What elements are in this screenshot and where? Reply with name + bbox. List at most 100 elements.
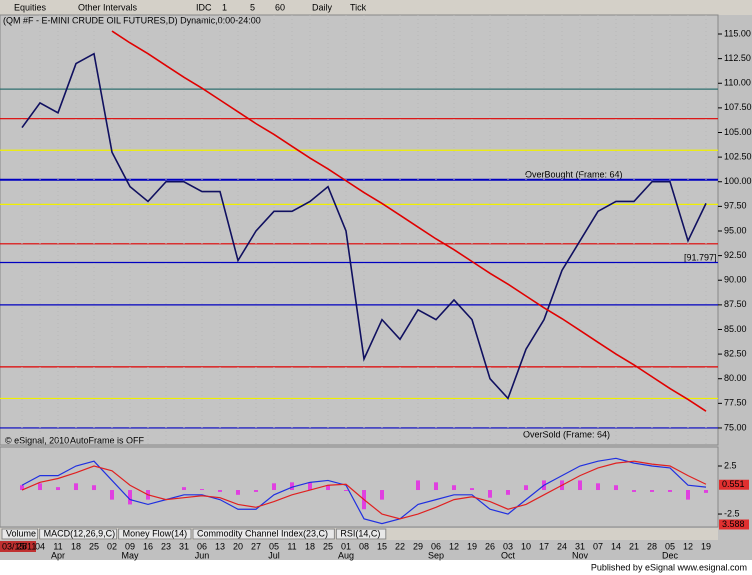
tab-label[interactable]: Commodity Channel Index(23,C) [197, 528, 328, 538]
x-tick-label: 28 [647, 541, 657, 551]
month-label: Jul [268, 550, 280, 560]
x-tick-label: 13 [215, 541, 225, 551]
tab-label[interactable]: MACD(12,26,9,C) [44, 528, 116, 538]
x-tick-label: 12 [683, 541, 693, 551]
histogram-bar [56, 487, 60, 491]
x-tick-label: 07 [593, 541, 603, 551]
price-line [21, 52, 707, 400]
histogram-bar [92, 485, 96, 491]
tab[interactable] [118, 528, 192, 540]
tab-label[interactable]: Volume [6, 528, 36, 538]
toolbar-button[interactable]: IDC [196, 2, 212, 12]
x-tick-label: 31 [575, 541, 585, 551]
x-tick-label: 31 [179, 541, 189, 551]
toolbar-button[interactable]: 5 [250, 2, 255, 12]
tab[interactable] [39, 528, 118, 540]
x-tick-label: 06 [197, 541, 207, 551]
y-tick-label: 115.00 [724, 28, 751, 38]
tab-label[interactable]: Money Flow(14) [123, 528, 188, 538]
tab[interactable] [1, 528, 39, 540]
x-tick-label: 19 [467, 541, 477, 551]
x-tick-label: 01 [341, 541, 351, 551]
histogram-bar [470, 488, 474, 491]
month-label: May [121, 550, 139, 560]
histogram-bar [488, 490, 492, 498]
x-tick-label: 24 [557, 541, 567, 551]
x-tick-label: 06 [431, 541, 441, 551]
x-tick-label: 25 [89, 541, 99, 551]
month-label: Oct [501, 550, 516, 560]
histogram-bar [434, 482, 438, 491]
x-tick-label: 18 [305, 541, 315, 551]
histogram-bar [254, 490, 258, 492]
start-date-box [0, 541, 36, 552]
histogram-bar [308, 482, 312, 491]
month-label: Aug [338, 550, 354, 560]
x-tick-label: 05 [269, 541, 279, 551]
autoframe-label: AutoFrame is OFF [70, 435, 145, 445]
toolbar-button[interactable]: 60 [275, 2, 285, 12]
histogram-bar [74, 483, 78, 491]
histogram-bar [290, 482, 294, 491]
histogram-bar [218, 490, 222, 492]
x-tick-label: 16 [143, 541, 153, 551]
x-tick-label: 08 [359, 541, 369, 551]
x-tick-label: 11 [287, 541, 296, 551]
histogram-bar [632, 490, 636, 492]
toolbar-button[interactable]: Other Intervals [78, 2, 138, 12]
month-label: Nov [572, 550, 589, 560]
signal-line [21, 460, 707, 520]
y-tick-label: 90.00 [724, 275, 747, 285]
copyright: © eSignal, 2010 [5, 435, 69, 445]
y-tick-label: 92.50 [724, 250, 747, 260]
tab[interactable] [192, 528, 335, 540]
x-tick-label: 02 [107, 541, 117, 551]
footer: Published by eSignal www.esignal.com [591, 562, 747, 572]
y-tick-label: 110.00 [724, 78, 751, 88]
x-tick-label: 27 [251, 541, 261, 551]
oversold-label: OverSold (Frame: 64) [523, 429, 610, 439]
month-label: Dec [662, 550, 679, 560]
y-tick-label: 97.50 [724, 201, 747, 211]
toolbar-button[interactable]: Equities [14, 2, 47, 12]
histogram-bar [686, 490, 690, 500]
tab-label[interactable]: RSI(14,C) [340, 528, 380, 538]
x-tick-label: 03 [503, 541, 513, 551]
x-tick-label: 21 [629, 541, 639, 551]
macd-line [21, 457, 707, 525]
histogram-bar [704, 490, 708, 493]
tab[interactable] [335, 528, 387, 540]
histogram-bar [416, 480, 420, 491]
month-label: Apr [51, 550, 65, 560]
histogram-bar [200, 489, 204, 491]
y-tick-label: 85.00 [724, 324, 747, 334]
toolbar-button[interactable]: Tick [350, 2, 367, 12]
x-tick-label: 09 [125, 541, 135, 551]
toolbar-button[interactable]: Daily [312, 2, 333, 12]
y-tick-label: 87.50 [724, 299, 747, 309]
histogram-bar [596, 483, 600, 491]
y-tick-label: -2.5 [724, 508, 740, 518]
x-tick-label: 12 [449, 541, 459, 551]
y-tick-label: 75.00 [724, 422, 747, 432]
y-tick-label: 100.00 [724, 176, 752, 186]
toolbar [0, 0, 752, 15]
month-label: Jun [195, 550, 210, 560]
x-tick-label: 22 [395, 541, 405, 551]
x-tick-label: 15 [377, 541, 387, 551]
price-panel [0, 14, 719, 446]
x-tick-label: 20 [233, 541, 243, 551]
value-box [719, 519, 749, 530]
histogram-bar [110, 490, 114, 500]
x-tick-label: 26 [485, 541, 495, 551]
histogram-bar [38, 483, 42, 491]
x-tick-label: 29 [413, 541, 423, 551]
price-line [111, 30, 707, 412]
x-tick-label: 10 [521, 541, 531, 551]
toolbar-button[interactable]: 1 [222, 2, 227, 12]
histogram-bar [452, 485, 456, 491]
chart-title: (QM #F - E-MINI CRUDE OIL FUTURES,D) Dyn… [3, 15, 261, 25]
x-tick-label: 18 [71, 541, 81, 551]
x-tick-label: 05 [665, 541, 675, 551]
